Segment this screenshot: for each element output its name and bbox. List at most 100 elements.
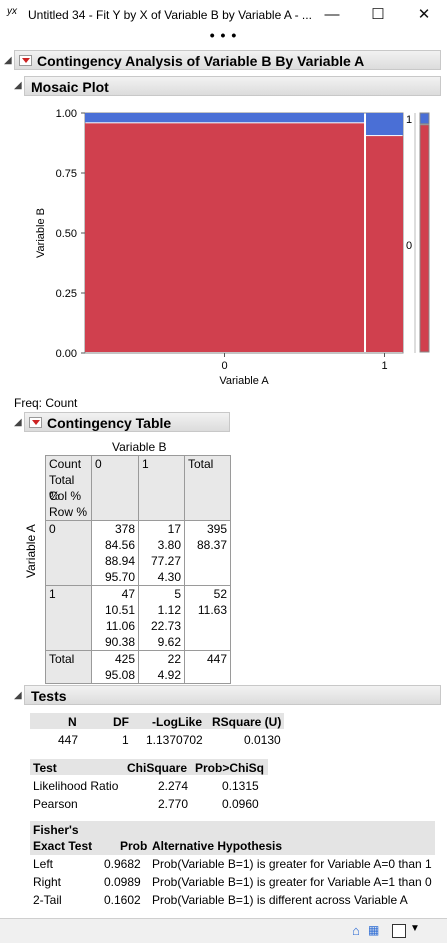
title-bar: yx Untitled 34 - Fit Y by X of Variable … xyxy=(0,0,447,30)
fisher-hypothesis: Prob(Variable B=1) is different across V… xyxy=(152,893,408,907)
table-cell: 11.63 xyxy=(197,603,227,617)
fisher-header: Alternative Hypothesis xyxy=(152,839,283,853)
summary-value: 1 xyxy=(122,733,129,747)
selection-box-icon[interactable] xyxy=(392,924,406,938)
chi-test-name: Pearson xyxy=(33,797,78,811)
fisher-hypothesis: Prob(Variable B=1) is greater for Variab… xyxy=(152,875,432,889)
contingency-table: Count Total % Col % Row % 0 1 Total 0 37… xyxy=(45,455,231,684)
table-cell: 4.92 xyxy=(157,668,181,682)
mosaic-cell xyxy=(85,113,365,123)
table-icon[interactable]: ▦ xyxy=(368,923,380,937)
table-cell: 95.70 xyxy=(104,570,135,584)
minimize-button[interactable]: — xyxy=(324,6,340,23)
chi-header-row xyxy=(30,759,268,775)
table-cell: 11.06 xyxy=(105,619,135,633)
table-cell: 22.73 xyxy=(150,619,181,633)
chi-prob: 0.1315 xyxy=(222,779,259,793)
table-cell: 447 xyxy=(206,652,227,666)
row-header: 0 xyxy=(49,522,56,536)
mosaic-cell xyxy=(366,113,403,136)
table-header-row: Count Total % Col % Row % 0 1 Total xyxy=(45,455,231,521)
fisher-row-name: Right xyxy=(33,875,62,889)
right-category-label: 0 xyxy=(406,240,412,252)
table-cell: 90.38 xyxy=(104,635,135,649)
tests-title: Tests xyxy=(31,688,67,704)
table-cell: 47 xyxy=(121,587,135,601)
x-axis-label: Variable A xyxy=(219,375,269,387)
column-header: Total xyxy=(188,457,214,471)
summary-header: RSquare (U) xyxy=(212,715,282,729)
legend-row-pct: Row % xyxy=(49,505,88,519)
red-triangle-menu-icon[interactable] xyxy=(29,417,42,428)
table-cell: 425 xyxy=(114,652,135,666)
home-icon[interactable]: ⌂ xyxy=(352,923,360,938)
contingency-table-header: Contingency Table xyxy=(24,412,230,432)
y-tick-label: 0.50 xyxy=(56,228,77,240)
fisher-header-line2: Exact Test xyxy=(33,839,93,853)
collapse-triangle-icon[interactable]: ◢ xyxy=(4,55,12,66)
y-tick-label: 0.75 xyxy=(56,168,77,180)
table-cell: 1.12 xyxy=(157,603,181,617)
fisher-header-line1: Fisher's xyxy=(33,823,79,837)
summary-header: N xyxy=(68,715,77,729)
maximize-button[interactable]: ☐ xyxy=(371,6,385,23)
chi-header: Test xyxy=(33,761,57,775)
collapse-triangle-icon[interactable]: ◢ xyxy=(14,417,22,428)
dropdown-icon[interactable]: ▼ xyxy=(410,923,420,934)
table-cell: 88.94 xyxy=(104,554,135,568)
chi-header: ChiSquare xyxy=(127,761,188,775)
fisher-row-name: 2-Tail xyxy=(33,893,62,907)
window-title: Untitled 34 - Fit Y by X of Variable B b… xyxy=(28,8,312,22)
table-cell: 10.51 xyxy=(104,603,135,617)
x-tick-label: 0 xyxy=(221,360,227,372)
report-header: Contingency Analysis of Variable B By Va… xyxy=(14,50,441,70)
table-cell: 84.56 xyxy=(104,538,135,552)
legend-total-pct: Total % xyxy=(49,473,75,503)
table-cell: 95.08 xyxy=(104,668,135,682)
table-cell: 9.62 xyxy=(157,635,181,649)
summary-value: 447 xyxy=(58,733,79,747)
chi-value: 2.274 xyxy=(158,779,189,793)
column-header: 1 xyxy=(142,457,149,471)
table-row: 0 378 84.56 88.94 95.70 17 3.80 77.27 4.… xyxy=(45,520,231,586)
table-cell: 22 xyxy=(167,652,181,666)
status-bar: ⌂ ▦ ▼ xyxy=(0,918,447,943)
summary-header: -LogLike xyxy=(152,715,202,729)
y-tick-label: 0.25 xyxy=(56,288,77,300)
tests-header: Tests xyxy=(24,685,441,705)
close-button[interactable]: ✕ xyxy=(417,6,431,23)
table-cell: 17 xyxy=(167,522,181,536)
fisher-header-row xyxy=(30,821,435,855)
column-header: 0 xyxy=(95,457,102,471)
fisher-prob: 0.9682 xyxy=(104,857,141,871)
table-cell: 3.80 xyxy=(157,538,181,552)
fisher-prob: 0.1602 xyxy=(104,893,141,907)
legend-col-pct: Col % xyxy=(49,489,82,503)
red-triangle-menu-icon[interactable] xyxy=(19,55,32,66)
freq-label: Freq: Count xyxy=(14,396,78,410)
app-icon: yx xyxy=(7,6,17,17)
row-header: Total xyxy=(49,652,75,666)
summary-header: DF xyxy=(113,715,129,729)
collapse-triangle-icon[interactable]: ◢ xyxy=(14,80,22,91)
mosaic-cell xyxy=(366,136,403,352)
fisher-row-name: Left xyxy=(33,857,54,871)
y-axis-label: Variable B xyxy=(35,208,47,258)
mosaic-plot: 1.00 0.75 0.50 0.25 0.00 0 1 1 0 Variable A Variab… xyxy=(35,108,430,387)
contingency-table-title: Contingency Table xyxy=(47,415,172,431)
chi-value: 2.770 xyxy=(158,797,189,811)
y-tick-label: 1.00 xyxy=(56,108,77,120)
row-header: 1 xyxy=(49,587,56,601)
mosaic-plot-title: Mosaic Plot xyxy=(31,79,109,95)
summary-value: 1.1370702 xyxy=(146,733,203,747)
right-category-label: 1 xyxy=(406,114,412,126)
more-options-handle[interactable]: • • • xyxy=(209,27,238,43)
collapse-triangle-icon[interactable]: ◢ xyxy=(14,690,22,701)
table-row: 1 47 10.51 11.06 90.38 5 1.12 22.73 9.62… xyxy=(45,585,231,651)
fisher-prob: 0.0989 xyxy=(104,875,141,889)
table-cell: 5 xyxy=(174,587,181,601)
report-title: Contingency Analysis of Variable B By Va… xyxy=(37,53,365,69)
table-cell: 88.37 xyxy=(196,538,227,552)
chi-header: Prob>ChiSq xyxy=(195,761,265,775)
table-cell: 378 xyxy=(114,522,135,536)
